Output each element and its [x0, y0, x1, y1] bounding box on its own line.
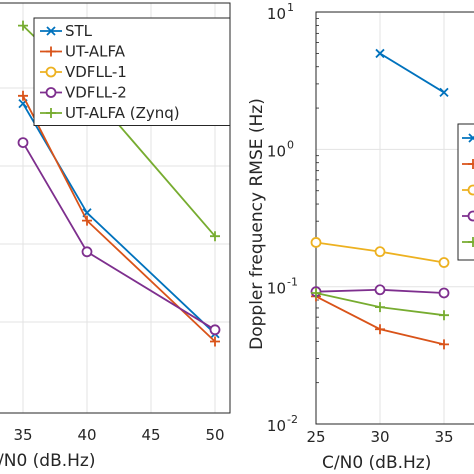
series-line-vdfll-2	[22, 142, 216, 331]
legend-marker	[467, 184, 474, 196]
data-point	[374, 246, 386, 258]
legend-label: STL	[65, 22, 93, 40]
x-tick-label: 40	[77, 426, 96, 444]
y-tick-exponent: 1	[287, 1, 294, 14]
y-tick-label: 10	[267, 417, 286, 435]
y-axis-label: Doppler frequency RMSE (Hz)	[247, 98, 267, 350]
y-tick-exponent: 0	[287, 138, 294, 151]
data-point	[439, 87, 449, 98]
legend-label: VDFLL-1	[65, 63, 127, 81]
x-axis-label: /N0 (dB.Hz)	[0, 451, 96, 471]
data-point	[438, 287, 450, 299]
data-point	[17, 137, 29, 149]
y-tick-label: 10	[267, 280, 286, 298]
legend-marker	[468, 237, 474, 247]
legend-box	[33, 17, 231, 126]
legend-marker	[468, 159, 474, 169]
legend-marker	[46, 108, 56, 118]
legend-label: VDFLL-2	[65, 84, 127, 102]
y-tick-exponent: -1	[287, 276, 298, 289]
data-point	[438, 257, 450, 268]
data-point	[210, 336, 220, 347]
legend-marker	[46, 46, 56, 57]
data-point	[375, 324, 385, 335]
x-tick-label: 25	[306, 428, 325, 446]
legend-label: UT-ALFA (Zynq)	[65, 104, 180, 122]
x-tick-label: 30	[370, 428, 389, 446]
y-tick-label: 10	[267, 142, 286, 160]
data-point	[82, 215, 92, 226]
data-point	[210, 231, 220, 242]
data-point	[375, 302, 385, 313]
data-point	[81, 246, 93, 258]
data-point	[439, 339, 449, 350]
legend-marker	[468, 133, 474, 143]
x-tick-label: 35	[13, 426, 32, 444]
left-chart: 35 40 45 50/N0 (dB.Hz) STL UT-ALFA VDFLL-1 VDFL…	[0, 2, 231, 471]
series-line-stl	[379, 52, 445, 94]
plot-frame	[0, 2, 231, 414]
data-point	[310, 237, 322, 248]
data-point	[375, 48, 385, 59]
data-point	[18, 20, 28, 31]
x-tick-label: 35	[434, 428, 453, 446]
series-line-stl	[22, 103, 216, 335]
legend-box	[457, 123, 474, 261]
legend-marker	[467, 210, 474, 222]
plot-frame	[315, 11, 474, 425]
data-point	[209, 324, 221, 336]
data-point	[374, 284, 386, 296]
x-axis-label: C/N0 (dB.Hz)	[322, 453, 431, 473]
data-point	[439, 310, 449, 321]
x-tick-label: 45	[141, 426, 160, 444]
series-line-ut-alfa	[22, 95, 216, 343]
legend-label: UT-ALFA	[65, 43, 126, 61]
data-point	[311, 287, 321, 298]
y-tick-label: 10	[267, 5, 286, 23]
legend-marker	[45, 66, 57, 78]
data-point	[18, 90, 28, 101]
y-tick-exponent: -2	[287, 413, 298, 426]
legend-marker	[45, 87, 57, 98]
x-tick-label: 50	[205, 426, 224, 444]
legend-marker	[46, 26, 56, 36]
